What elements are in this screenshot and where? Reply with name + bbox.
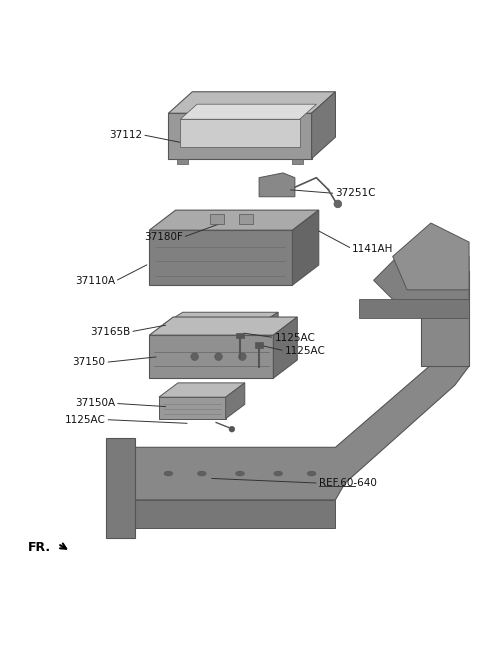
Text: 37110A: 37110A [75,276,115,286]
Polygon shape [259,312,278,333]
Polygon shape [149,335,274,378]
Text: 37165B: 37165B [90,327,130,337]
Text: 1141AH: 1141AH [352,244,394,254]
Polygon shape [393,223,469,290]
Ellipse shape [164,471,173,476]
Polygon shape [180,119,300,147]
Text: 1125AC: 1125AC [64,415,106,424]
Polygon shape [292,210,319,285]
Circle shape [334,200,342,208]
Polygon shape [107,438,135,538]
Polygon shape [135,318,469,500]
Polygon shape [164,312,278,324]
Text: 37180F: 37180F [144,232,183,242]
Polygon shape [312,92,336,159]
Bar [236,333,244,338]
Polygon shape [226,383,245,419]
Text: 1125AC: 1125AC [275,333,315,342]
Polygon shape [149,210,319,230]
Circle shape [229,426,235,432]
Text: 1125AC: 1125AC [285,346,326,356]
Text: 37150: 37150 [72,358,106,367]
Circle shape [215,353,222,360]
Ellipse shape [307,471,316,476]
Ellipse shape [236,471,244,476]
Polygon shape [159,397,226,419]
Polygon shape [274,317,297,378]
Polygon shape [168,92,336,113]
Bar [255,342,263,348]
Polygon shape [159,383,245,397]
Bar [291,159,303,164]
Circle shape [239,353,246,360]
Text: 37112: 37112 [109,130,142,140]
Polygon shape [149,317,297,335]
Polygon shape [373,256,469,304]
Bar [210,215,225,224]
Text: 37150A: 37150A [75,398,115,409]
Polygon shape [168,113,312,159]
Polygon shape [120,447,135,529]
Polygon shape [421,271,469,366]
Ellipse shape [198,471,206,476]
Bar [177,159,189,164]
Polygon shape [180,104,316,119]
Text: FR.: FR. [28,541,51,554]
Text: 37251C: 37251C [336,188,376,198]
Polygon shape [149,230,292,285]
Polygon shape [135,500,336,529]
Polygon shape [360,299,469,318]
Bar [239,215,253,224]
Circle shape [191,353,199,360]
Polygon shape [259,173,295,197]
Polygon shape [164,324,259,333]
Ellipse shape [274,471,282,476]
Text: REF.60-640: REF.60-640 [319,478,377,488]
